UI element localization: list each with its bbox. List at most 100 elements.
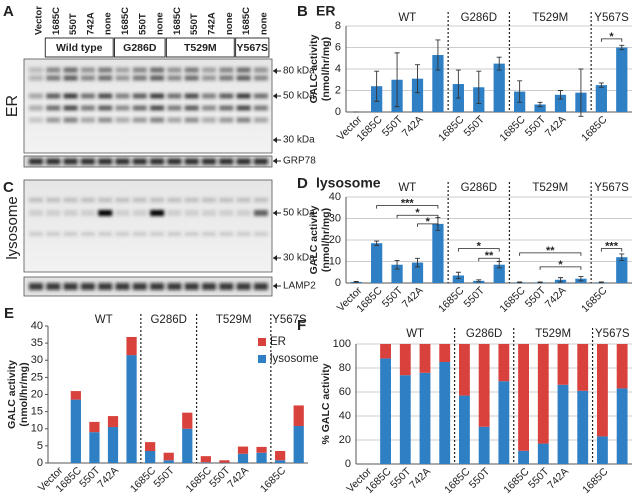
chart-title: ER xyxy=(316,3,335,19)
bar xyxy=(432,55,444,112)
bar-segment xyxy=(275,451,286,461)
group-label: G286D xyxy=(150,314,186,326)
group-label: G286D xyxy=(123,42,157,54)
band xyxy=(132,198,147,202)
bar-segment xyxy=(237,446,249,454)
bar-segment xyxy=(200,456,211,463)
band xyxy=(219,283,234,290)
error-bar xyxy=(394,52,400,108)
bar-segment xyxy=(380,358,391,464)
lysosome-bands xyxy=(29,198,268,236)
band xyxy=(98,198,113,202)
blot-label: lysosome xyxy=(4,196,21,259)
band xyxy=(150,75,165,81)
bar-segment xyxy=(577,390,589,464)
y-tick-label: 40 xyxy=(329,191,341,203)
bar-segment xyxy=(182,428,193,463)
bar-segment xyxy=(163,452,174,461)
bar-segment xyxy=(478,344,490,427)
band xyxy=(46,67,61,73)
bar-segment xyxy=(518,450,529,464)
band xyxy=(80,105,95,111)
x-tick-label: 550T xyxy=(461,113,487,139)
band xyxy=(98,75,113,81)
marker-label: 50 kDa xyxy=(283,208,315,219)
group-box xyxy=(165,37,235,58)
significance-label: *** xyxy=(401,198,415,210)
band xyxy=(219,105,234,111)
band xyxy=(167,105,182,111)
band xyxy=(219,232,234,236)
bar-segment xyxy=(70,399,81,463)
y-tick-label: 80 xyxy=(339,362,351,374)
bar-segment xyxy=(399,375,411,464)
lane-label: none xyxy=(224,12,235,35)
significance-bracket xyxy=(600,38,623,42)
band xyxy=(184,117,199,123)
y-axis-label: % GALC activity xyxy=(320,363,332,444)
band xyxy=(167,93,182,99)
band xyxy=(132,232,147,236)
band xyxy=(150,232,165,236)
group-label: Y567S xyxy=(594,182,629,194)
bar xyxy=(616,47,628,112)
band xyxy=(132,283,147,290)
marker-label: 50 kDa xyxy=(283,91,315,102)
band xyxy=(184,75,199,81)
panel-letter: C xyxy=(3,179,14,196)
band xyxy=(46,158,61,165)
error-bar xyxy=(455,271,461,280)
bar-segment xyxy=(200,462,211,463)
x-tick-label: 550T xyxy=(467,465,493,491)
lane-label: 1685C xyxy=(172,7,183,35)
significance-label: ** xyxy=(485,250,494,262)
band xyxy=(29,198,43,202)
error-bar xyxy=(517,281,523,284)
band xyxy=(29,67,43,73)
band xyxy=(202,67,216,73)
y-tick-label: 2 xyxy=(335,84,341,96)
band xyxy=(184,283,199,290)
lane-label: 742A xyxy=(85,12,96,35)
group-label: T529M xyxy=(532,182,568,194)
y-tick-label: 20 xyxy=(329,234,341,246)
x-tick-label: 742A xyxy=(400,285,426,311)
bar-segment xyxy=(557,344,569,385)
legend-swatch xyxy=(258,355,266,363)
bar-segment xyxy=(256,452,267,463)
bar-segment xyxy=(459,395,470,464)
band xyxy=(115,117,130,123)
band xyxy=(219,158,234,165)
band xyxy=(46,232,61,236)
band xyxy=(236,105,251,111)
band xyxy=(63,198,78,202)
band xyxy=(150,198,165,202)
significance-bracket xyxy=(519,252,582,256)
y-tick-label: 0 xyxy=(345,458,351,470)
band xyxy=(63,117,78,123)
x-tick-label: 550T xyxy=(151,464,177,490)
significance-label: * xyxy=(558,259,563,271)
group-label: G286D xyxy=(461,12,497,24)
band xyxy=(150,158,165,165)
marker-label: GRP78 xyxy=(283,156,316,167)
bar-segment xyxy=(577,344,589,391)
bar xyxy=(554,94,567,112)
band xyxy=(202,105,216,111)
band xyxy=(150,105,165,111)
band xyxy=(98,232,113,236)
band xyxy=(115,198,130,202)
marker-arrow-head xyxy=(273,283,277,289)
band xyxy=(150,67,165,73)
bar-segment xyxy=(498,381,510,464)
group-box xyxy=(235,37,270,58)
y-tick-label: 100 xyxy=(333,338,351,350)
band xyxy=(98,105,113,111)
bar-segment xyxy=(419,372,431,464)
panel-letter: F xyxy=(297,317,306,334)
legend-label: lysosome xyxy=(270,353,319,365)
group-label: Y567S xyxy=(594,12,629,24)
significance-bracket xyxy=(478,257,500,262)
x-tick-label: 550T xyxy=(388,465,414,491)
band xyxy=(202,232,216,236)
